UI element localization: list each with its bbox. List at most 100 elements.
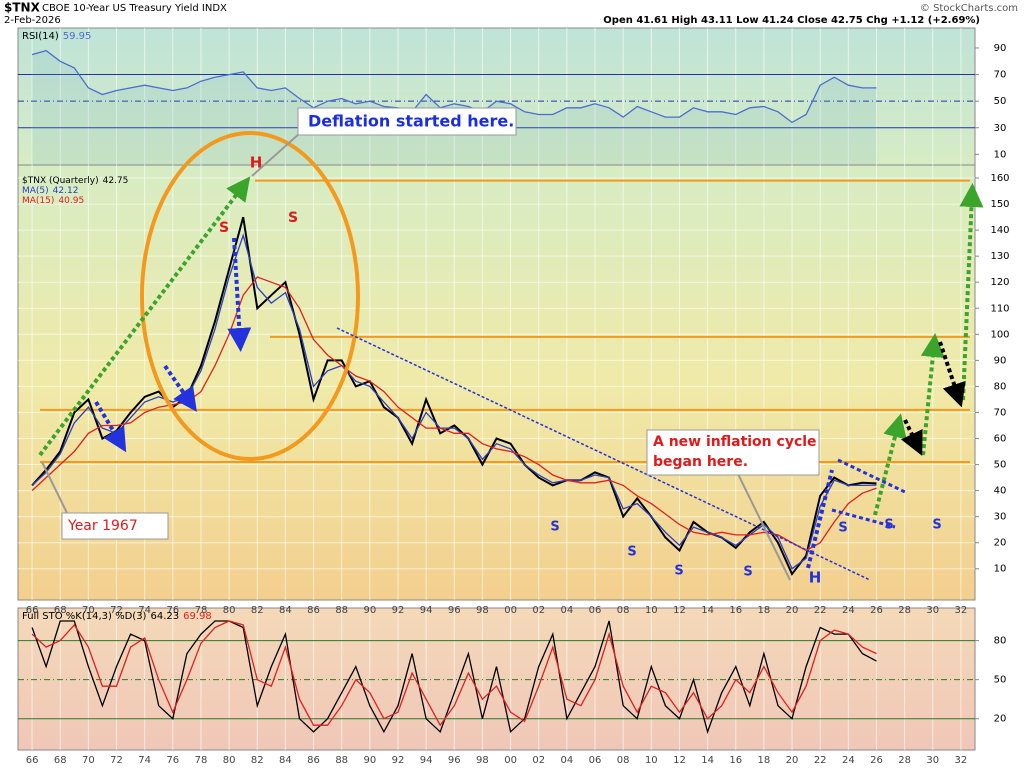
x-tick-label: 80 [223,755,236,766]
legend-value: 42.75 [103,176,129,186]
x-tick-label: 98 [476,755,489,766]
y-tick-label: 160 [990,173,1009,184]
y-tick-label: 40 [994,486,1007,497]
x-tick-label: 12 [673,755,686,766]
x-tick-label: 90 [363,605,376,616]
drawings [38,107,984,581]
series-line [31,620,877,734]
annotation: S [932,518,941,533]
y-tick-label: 140 [990,225,1009,236]
x-tick-label: 08 [617,605,630,616]
series-line [31,276,877,552]
y-tick-label: 30 [994,512,1007,523]
legend-name: MA(15) [22,196,54,206]
x-tick-label: 10 [645,605,658,616]
arrow [227,237,252,352]
series-line [31,620,877,727]
panel-title: Full STO %K(14,3) %D(3) 64.23 69.98 [22,611,212,622]
annotation: S [884,518,893,533]
ticker: $TNX [4,1,41,15]
channel [806,469,834,569]
x-tick-label: 02 [532,605,545,616]
arrow [938,341,966,408]
annotation: S [627,545,636,560]
legend-name: MA(5) [22,186,49,196]
annotation: S [838,521,847,536]
series-line [31,49,877,124]
y-tick-label: 70 [994,70,1007,81]
y-tick-label: 20 [994,538,1007,549]
x-tick-label: 30 [926,755,939,766]
x-tick-label: 74 [138,605,151,616]
x-tick-label: 02 [532,755,545,766]
x-tick-label: 94 [420,755,433,766]
sto-panel [17,607,976,751]
annotation: H [250,154,263,172]
arrow [959,183,984,401]
x-tick-label: 70 [82,755,95,766]
panel-title: RSI(14) 59.95 [22,31,91,42]
panel-name: RSI(14) [22,31,59,42]
y-tick-label: 110 [990,303,1009,314]
y-tick-label: 80 [994,381,1007,392]
x-tick-label: 86 [307,755,320,766]
x-tick-label: 72 [110,755,123,766]
channel [837,458,906,494]
panel-name: Full STO %K(14,3) %D(3) [22,611,147,622]
x-tick-label: 00 [504,605,517,616]
channel [831,508,896,529]
x-tick-label: 14 [701,605,714,616]
security-name: CBOE 10-Year US Treasury Yield INDX [42,3,227,14]
x-tick-label: 66 [26,755,39,766]
arrow [920,333,945,456]
legend-name: $TNX (Quarterly) [22,176,99,186]
x-tick-label: 68 [54,755,67,766]
ellipse [140,131,360,461]
x-tick-label: 76 [166,605,179,616]
annotation: Deflation started here. [308,112,514,131]
x-tick-label: 76 [166,755,179,766]
callout [41,461,69,516]
annotation: S [743,565,752,580]
x-tick-label: 24 [842,605,855,616]
panel-value: 69.98 [183,611,212,622]
trend-line [336,327,871,581]
legend-entry: MA(5) 42.12 [22,186,78,196]
annotation-box [297,107,517,136]
annotation: H [809,569,822,587]
x-tick-label: 04 [561,605,574,616]
arrow [38,176,251,457]
annotation: S [288,210,298,226]
annotation: A new inflation cycle [653,434,817,450]
x-tick-label: 16 [729,755,742,766]
annotation: S [550,520,559,535]
panel-value: 64.23 [150,611,179,622]
x-tick-label: 30 [926,605,939,616]
legend-entry: $TNX (Quarterly) 42.75 [22,176,128,186]
y-tick-label: 30 [994,123,1007,134]
x-tick-label: 32 [955,605,968,616]
x-tick-label: 72 [110,605,123,616]
callout [737,473,791,581]
y-tick-label: 50 [994,675,1007,686]
annotation: S [674,564,683,579]
y-tick-label: 50 [994,96,1007,107]
annotation: S [219,220,229,236]
x-tick-label: 26 [870,755,883,766]
x-tick-label: 06 [589,605,602,616]
y-tick-label: 130 [990,251,1009,262]
y-tick-label: 60 [994,434,1007,445]
x-tick-label: 06 [589,755,602,766]
x-tick-label: 94 [420,605,433,616]
x-tick-label: 20 [786,755,799,766]
x-tick-label: 78 [195,605,208,616]
x-tick-label: 16 [729,605,742,616]
x-tick-label: 82 [251,755,264,766]
annotation-box [646,429,820,476]
y-tick-label: 20 [994,714,1007,725]
y-tick-label: 50 [994,460,1007,471]
x-tick-label: 74 [138,755,151,766]
x-tick-label: 92 [392,755,405,766]
